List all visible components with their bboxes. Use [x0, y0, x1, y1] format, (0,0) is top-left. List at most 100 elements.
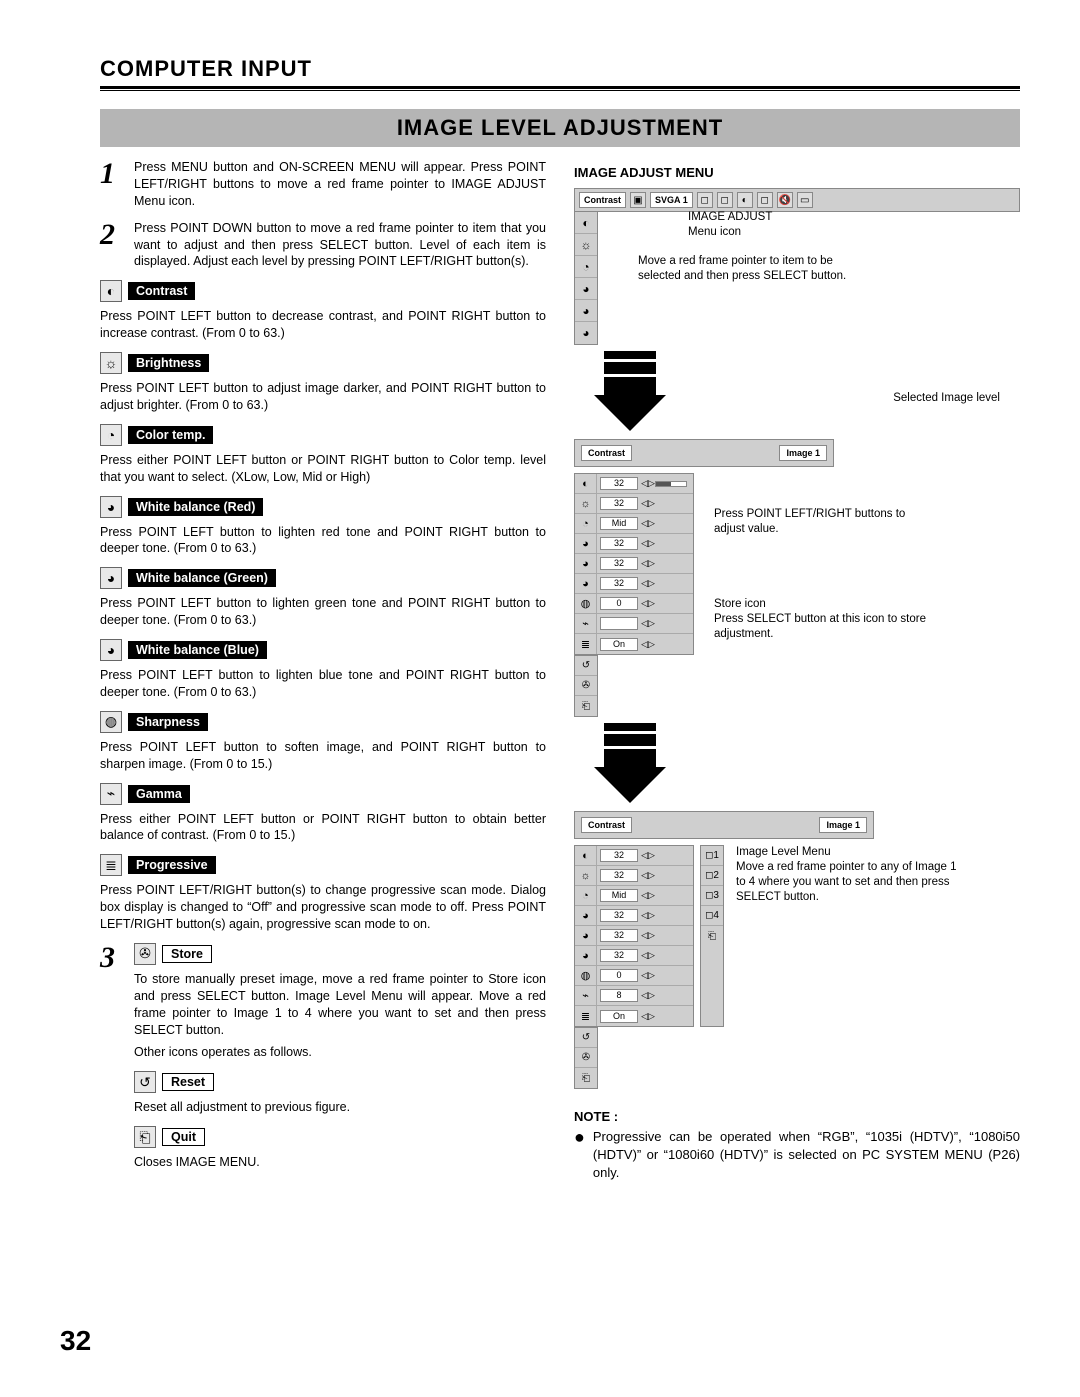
- osd-cell-icon: ☼: [575, 234, 597, 256]
- image-slot-icon: ◻4: [701, 906, 723, 926]
- osd-row-value: On: [600, 1010, 638, 1023]
- osd-adjust-table-2: ◐32◁▷☼32◁▷◔Mid◁▷◕32◁▷◕32◁▷◕32◁▷◍0◁▷⌁8◁▷≣…: [574, 845, 694, 1027]
- param-desc: Press POINT LEFT/RIGHT button(s) to chan…: [100, 882, 546, 933]
- osd-row-arrows: ◁▷: [641, 538, 655, 549]
- osd-row-arrows: ◁▷: [641, 870, 655, 881]
- osd-side-icons: ↺ ✇ ⎗: [574, 655, 598, 717]
- progressive-icon: ≣: [100, 854, 122, 876]
- store-mini-icon: ✇: [575, 676, 597, 696]
- wb-green-icon: ◕: [100, 567, 122, 589]
- osd-cell-icon: ◕: [575, 300, 597, 322]
- param-desc: Press POINT LEFT button to adjust image …: [100, 380, 546, 414]
- osd-row-arrows: ◁▷: [641, 558, 655, 569]
- brightness-icon: ☼: [100, 352, 122, 374]
- osd-slider: [655, 481, 687, 487]
- osd-row-value: 32: [600, 929, 638, 942]
- osd-cell-icon: ◐: [575, 212, 597, 234]
- annot-pointer: Move a red frame pointer to item to be s…: [638, 254, 858, 284]
- contrast-icon: ◐: [100, 280, 122, 302]
- image-adjust-menu-title: IMAGE ADJUST MENU: [574, 165, 1020, 180]
- image-slot-icon: ◻1: [701, 846, 723, 866]
- rule-thin: [100, 90, 1020, 91]
- param-label: White balance (Blue): [128, 641, 267, 659]
- osd-row-value: 32: [600, 849, 638, 862]
- param-store: ✇ Store: [134, 943, 546, 965]
- bullet-icon: ●: [574, 1128, 585, 1183]
- store-mini-icon: ✇: [575, 1048, 597, 1068]
- big-arrow-icon: [594, 351, 666, 431]
- note-text: Progressive can be operated when “RGB”, …: [593, 1128, 1020, 1183]
- osd-image-level-icons: ◻1 ◻2 ◻3 ◻4 ⎗: [700, 845, 724, 1027]
- step-3: 3 ✇ Store To store manually preset image…: [100, 943, 546, 1177]
- osd-adjust-table: ◐32◁▷☼32◁▷◔Mid◁▷◕32◁▷◕32◁▷◕32◁▷◍0◁▷⌁◁▷≣O…: [574, 473, 694, 655]
- osd-row-icon: ☼: [575, 494, 597, 513]
- osd-row-icon: ◕: [575, 946, 597, 965]
- osd-row-arrows: ◁▷: [641, 618, 655, 629]
- param-label: Progressive: [128, 856, 216, 874]
- osd-row-arrows: ◁▷: [641, 1011, 655, 1022]
- osd-row: ◕32◁▷: [575, 574, 693, 594]
- note-body: ● Progressive can be operated when “RGB”…: [574, 1128, 1020, 1183]
- param-sharpness: ◍ Sharpness: [100, 711, 546, 733]
- annot-store-desc: Press SELECT button at this icon to stor…: [714, 612, 954, 642]
- osd-row-icon: ◕: [575, 534, 597, 553]
- osd-row-value: [600, 617, 638, 630]
- step-number: 1: [100, 159, 124, 210]
- osd-row-arrows: ◁▷: [641, 890, 655, 901]
- osd-row: ◕32◁▷: [575, 926, 693, 946]
- osd-row-icon: ◔: [575, 514, 597, 533]
- osd-row: ≣On◁▷: [575, 1006, 693, 1026]
- quit-mini-icon: ⎗: [701, 926, 723, 946]
- osd-row-value: 32: [600, 869, 638, 882]
- param-label: Reset: [162, 1073, 214, 1091]
- sharpness-icon: ◍: [100, 711, 122, 733]
- osd-mode: SVGA 1: [650, 192, 693, 208]
- other-note: Other icons operates as follows.: [134, 1044, 546, 1061]
- store-icon: ✇: [134, 943, 156, 965]
- step-text: Press MENU button and ON-SCREEN MENU wil…: [134, 159, 546, 210]
- osd-row: ⌁8◁▷: [575, 986, 693, 1006]
- osd-icon-column: ◐ ☼ ◔ ◕ ◕ ◕: [574, 212, 598, 345]
- colortemp-icon: ◔: [100, 424, 122, 446]
- osd-row-arrows: ◁▷: [641, 970, 655, 981]
- osd-cell-icon: ◕: [575, 322, 597, 344]
- note-title: NOTE :: [574, 1109, 1020, 1124]
- osd-row-arrows: ◁▷: [641, 639, 655, 650]
- osd-row: ◕32◁▷: [575, 554, 693, 574]
- page-number: 32: [60, 1325, 91, 1357]
- param-desc: To store manually preset image, move a r…: [134, 971, 546, 1039]
- reset-icon: ↺: [134, 1071, 156, 1093]
- osd-row-value: 8: [600, 989, 638, 1002]
- step-1: 1 Press MENU button and ON-SCREEN MENU w…: [100, 159, 546, 210]
- param-label: Contrast: [128, 282, 195, 300]
- param-wbr: ◕ White balance (Red): [100, 496, 546, 518]
- osd-row: ◔Mid◁▷: [575, 514, 693, 534]
- osd-row: ◕32◁▷: [575, 906, 693, 926]
- osd-row-arrows: ◁▷: [641, 478, 655, 489]
- param-desc: Press POINT LEFT button to decrease cont…: [100, 308, 546, 342]
- osd-row-icon: ☼: [575, 866, 597, 885]
- osd-row: ≣On◁▷: [575, 634, 693, 654]
- osd-row-value: 0: [600, 597, 638, 610]
- param-gamma: ⌁ Gamma: [100, 783, 546, 805]
- right-column: IMAGE ADJUST MENU Contrast ▣ SVGA 1 ◻ ◻ …: [574, 159, 1020, 1187]
- osd-row-arrows: ◁▷: [641, 910, 655, 921]
- left-column: 1 Press MENU button and ON-SCREEN MENU w…: [100, 159, 546, 1187]
- osd-icon: ▭: [797, 192, 813, 208]
- osd-valuebar-image: Image 1: [819, 817, 867, 833]
- rule-thick: [100, 86, 1020, 89]
- osd-valuebar-image: Image 1: [779, 445, 827, 461]
- osd-row-icon: ◍: [575, 594, 597, 613]
- osd-row-value: Mid: [600, 517, 638, 530]
- step-2: 2 Press POINT DOWN button to move a red …: [100, 220, 546, 271]
- quit-mini-icon: ⎗: [575, 696, 597, 716]
- osd-valuebar-name: Contrast: [581, 817, 632, 833]
- param-wbg: ◕ White balance (Green): [100, 567, 546, 589]
- param-label: Color temp.: [128, 426, 213, 444]
- osd-row: ⌁◁▷: [575, 614, 693, 634]
- osd-row-icon: ◔: [575, 886, 597, 905]
- osd-row-arrows: ◁▷: [641, 598, 655, 609]
- osd-row: ◕32◁▷: [575, 946, 693, 966]
- quit-icon: ⎗: [134, 1126, 156, 1148]
- osd-row-icon: ◕: [575, 574, 597, 593]
